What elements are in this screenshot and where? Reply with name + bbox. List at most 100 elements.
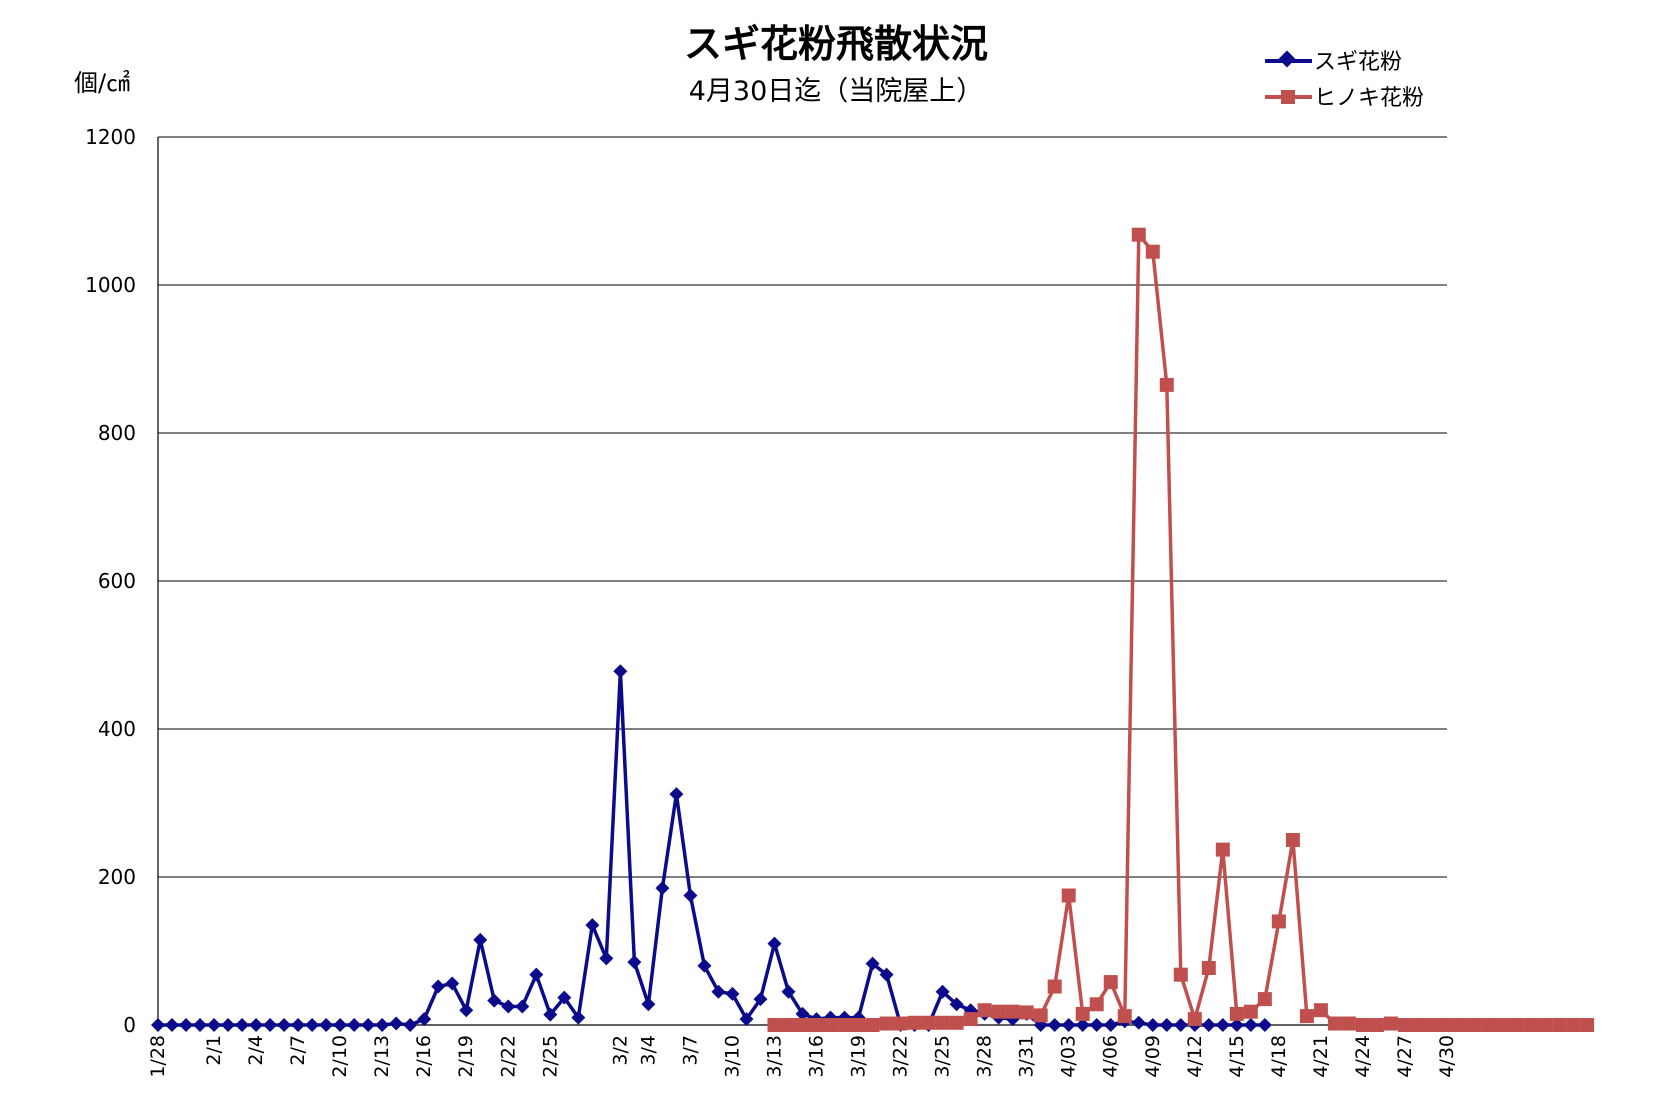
data-point xyxy=(1580,1018,1595,1032)
x-tick-label: 2/10 xyxy=(329,1035,351,1078)
data-point xyxy=(963,1012,978,1027)
data-point xyxy=(1229,1018,1244,1032)
data-point xyxy=(977,1003,992,1018)
chart-title: スギ花粉飛散状況 xyxy=(684,22,988,66)
data-point xyxy=(333,1018,348,1032)
data-point xyxy=(879,967,894,982)
data-point xyxy=(305,1018,320,1032)
data-point xyxy=(781,984,796,999)
data-point xyxy=(1117,1009,1132,1024)
data-point xyxy=(1538,1018,1553,1032)
data-point xyxy=(669,787,684,802)
data-point xyxy=(935,984,950,999)
data-point xyxy=(1159,377,1174,392)
x-tick-label: 4/27 xyxy=(1394,1035,1416,1078)
data-point xyxy=(1313,1003,1328,1018)
data-point xyxy=(1341,1016,1356,1031)
data-point xyxy=(1271,914,1286,929)
data-point xyxy=(375,1018,390,1032)
data-point xyxy=(1496,1018,1511,1032)
data-point xyxy=(1131,1015,1146,1030)
data-point xyxy=(1033,1008,1048,1023)
data-point xyxy=(487,993,502,1008)
x-tick-label: 2/1 xyxy=(203,1035,225,1066)
y-tick-label: 200 xyxy=(98,865,136,889)
data-point xyxy=(1089,997,1104,1012)
data-point xyxy=(1355,1018,1370,1032)
x-tick-label: 3/10 xyxy=(721,1035,743,1078)
y-tick-label: 800 xyxy=(98,421,136,445)
data-point xyxy=(1257,992,1272,1007)
legend: スギ花粉 ヒノキ花粉 xyxy=(1265,50,1424,111)
data-point xyxy=(557,990,572,1005)
data-point xyxy=(193,1018,208,1032)
data-point xyxy=(627,955,642,970)
data-point xyxy=(795,1018,810,1032)
legend-item-hinoki: ヒノキ花粉 xyxy=(1265,86,1424,111)
data-point xyxy=(585,918,600,933)
data-point xyxy=(473,932,488,947)
data-point xyxy=(809,1018,824,1032)
data-point xyxy=(949,997,964,1012)
data-point xyxy=(711,984,726,999)
data-point xyxy=(865,1018,880,1032)
data-point xyxy=(1229,1006,1244,1021)
data-point xyxy=(445,976,460,991)
data-point xyxy=(1145,244,1160,259)
data-point xyxy=(613,664,628,679)
data-point xyxy=(1075,1018,1090,1032)
data-point xyxy=(1243,1018,1258,1032)
data-point xyxy=(935,1015,950,1030)
data-point xyxy=(1145,1018,1160,1032)
data-point xyxy=(655,881,670,896)
y-axis-unit: 個/㎠ xyxy=(74,69,130,97)
x-tick-label: 3/16 xyxy=(806,1035,828,1078)
data-point xyxy=(1215,842,1230,857)
y-axis-ticks: 0 200 400 600 800 1000 1200 xyxy=(85,125,136,1037)
gridlines xyxy=(158,136,1447,1026)
data-point xyxy=(403,1018,418,1032)
data-point xyxy=(725,986,740,1001)
data-point xyxy=(347,1018,362,1032)
data-point xyxy=(389,1016,404,1031)
legend-item-sugi: スギ花粉 xyxy=(1265,50,1402,75)
data-point xyxy=(1552,1018,1567,1032)
x-tick-label: 3/13 xyxy=(763,1035,785,1078)
data-point xyxy=(823,1018,838,1032)
data-point xyxy=(571,1010,586,1025)
data-point xyxy=(795,1006,810,1021)
data-point xyxy=(851,1018,866,1032)
data-point xyxy=(1005,1004,1020,1019)
data-point xyxy=(151,1018,165,1032)
x-tick-label: 3/4 xyxy=(637,1035,659,1066)
x-tick-label: 2/22 xyxy=(497,1035,519,1078)
y-tick-label: 1200 xyxy=(85,125,136,149)
data-point xyxy=(697,958,712,973)
data-point xyxy=(1201,961,1216,976)
data-point xyxy=(1047,979,1062,994)
x-tick-label: 3/25 xyxy=(932,1035,954,1078)
data-point xyxy=(1243,1004,1258,1019)
x-tick-label: 4/03 xyxy=(1058,1035,1080,1078)
data-point xyxy=(543,1007,558,1022)
data-point xyxy=(319,1018,334,1032)
data-point xyxy=(235,1018,250,1032)
series-line xyxy=(158,669,1265,1027)
data-point xyxy=(431,979,446,994)
legend-label-hinoki: ヒノキ花粉 xyxy=(1314,86,1424,111)
x-axis-ticks: 1/28 2/1 2/4 2/7 2/10 2/13 2/16 2/19 2/22 2/25 3/2… xyxy=(147,1035,1458,1078)
data-point xyxy=(1411,1018,1426,1032)
data-point xyxy=(879,1016,894,1031)
x-tick-label: 4/24 xyxy=(1352,1035,1374,1078)
data-point xyxy=(1299,1009,1314,1024)
x-tick-label: 4/15 xyxy=(1226,1035,1248,1078)
x-tick-label: 2/25 xyxy=(539,1035,561,1078)
data-point xyxy=(1566,1018,1581,1032)
x-tick-label: 2/7 xyxy=(287,1035,309,1066)
data-point xyxy=(599,951,614,966)
data-point xyxy=(1425,1018,1440,1032)
data-point xyxy=(1061,888,1076,903)
legend-marker-sugi xyxy=(1278,50,1296,68)
data-point xyxy=(361,1018,376,1032)
x-tick-label: 2/13 xyxy=(371,1035,393,1078)
